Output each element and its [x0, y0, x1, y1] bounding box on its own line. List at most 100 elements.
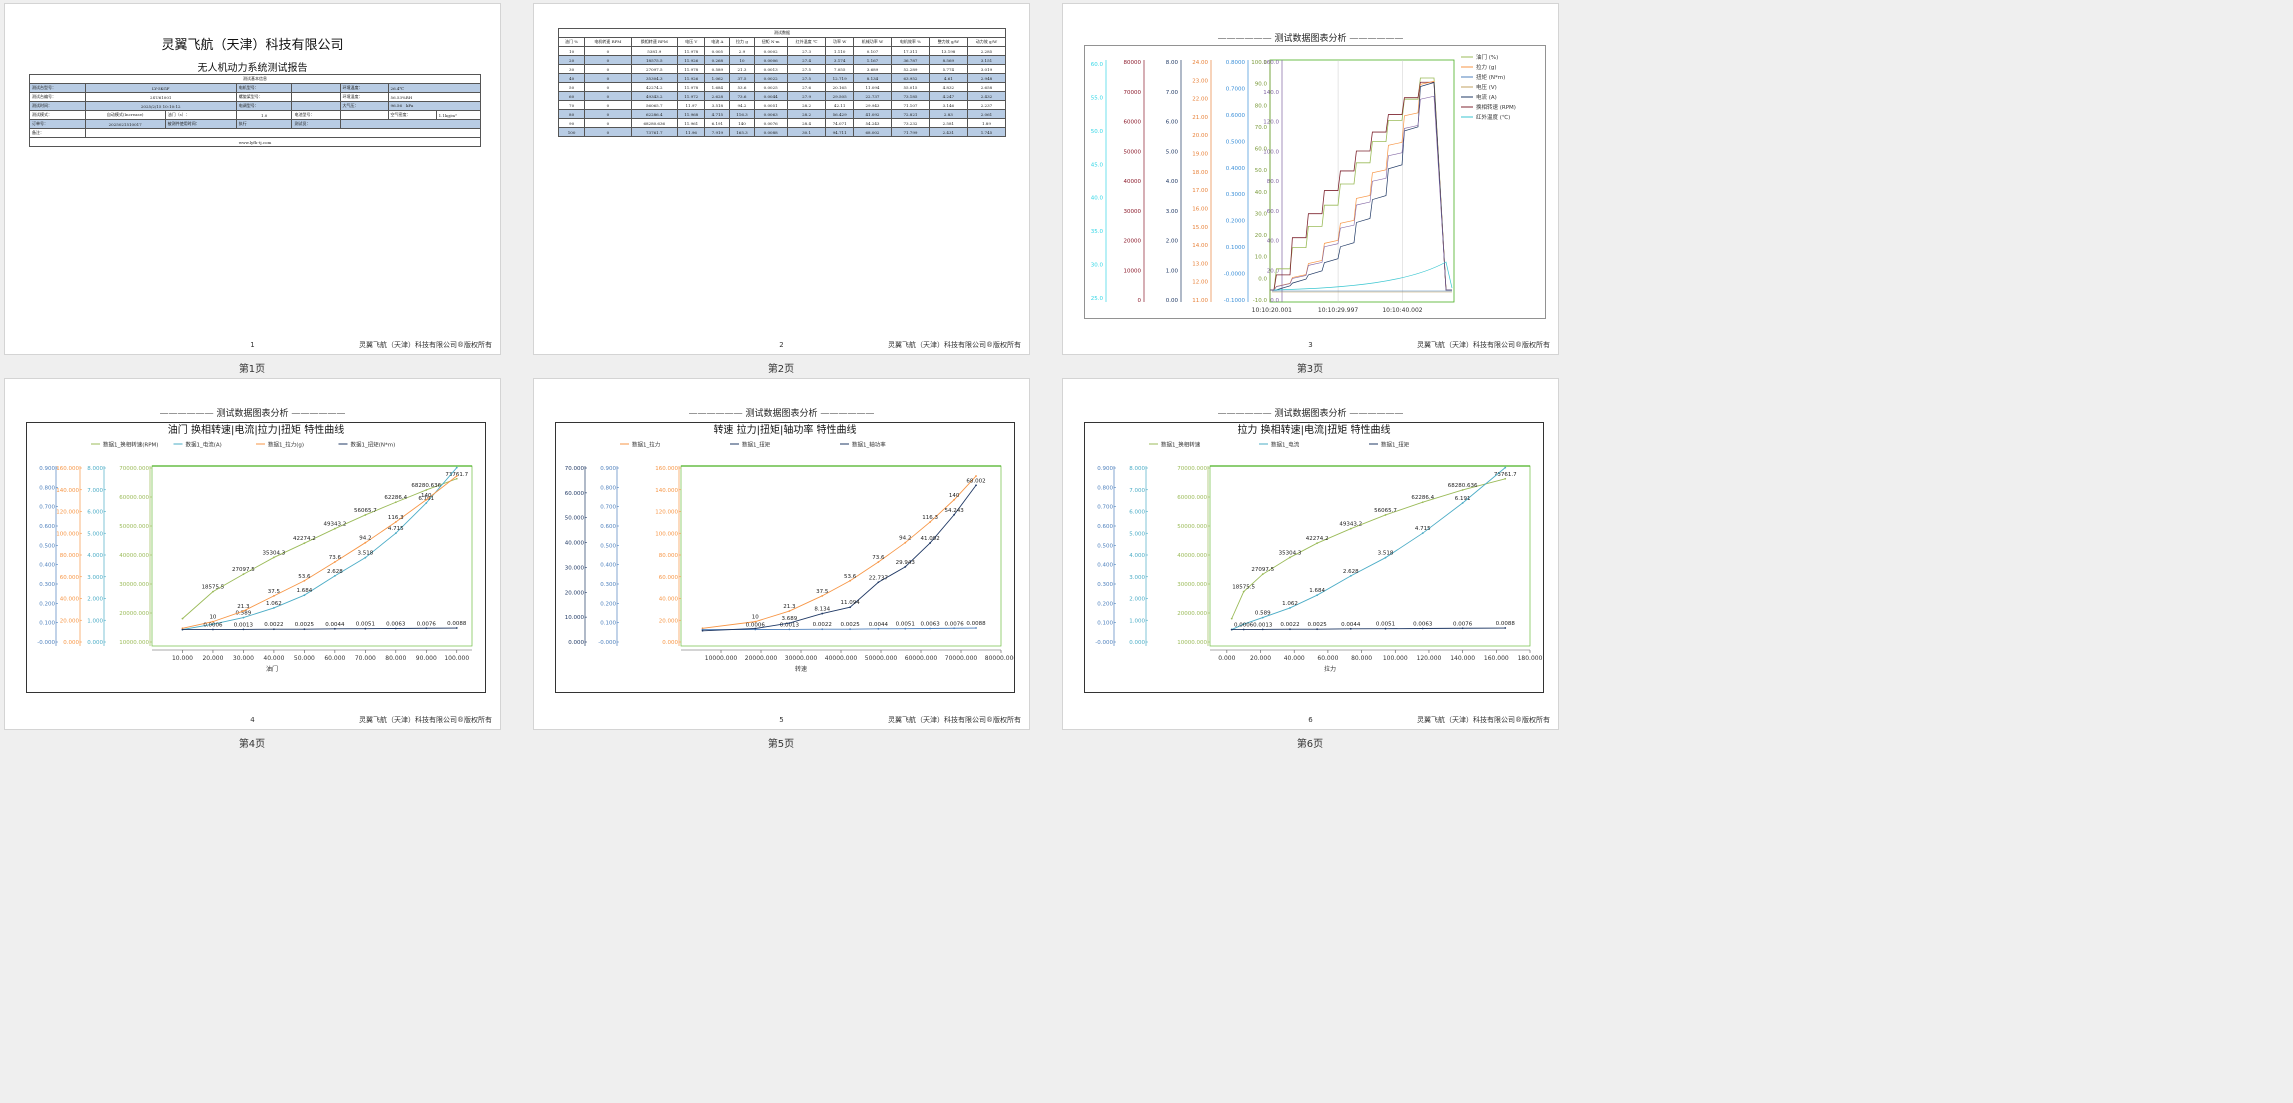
- data-point: [1289, 628, 1291, 631]
- page-label[interactable]: 第1页: [238, 364, 266, 375]
- website[interactable]: www.lyfh-tj.com: [29, 137, 481, 147]
- page-5[interactable]: —————— 测试数据图表分析 —————— 转速 拉力|扭矩|轴功率 特性曲线…: [533, 378, 1030, 730]
- legend-label: 数据1_拉力(g): [268, 441, 304, 449]
- series-line: [702, 627, 977, 631]
- y-tick-label: 70.0: [1255, 125, 1268, 131]
- table-cell: 22.737: [852, 91, 893, 101]
- y-tick-label: 2.000: [1129, 597, 1145, 603]
- table-cell: 29.943: [852, 100, 893, 110]
- table-cell: 70: [557, 100, 586, 110]
- y-tick-label: 30.000: [565, 565, 585, 571]
- y-tick-label: 50000.000: [1177, 524, 1207, 530]
- y-tick-label: 0.700: [1097, 505, 1113, 511]
- data-label: 3.689: [782, 616, 798, 622]
- chart-header: —————— 测试数据图表分析 ——————: [159, 409, 346, 419]
- table-cell: 27.5: [786, 73, 827, 83]
- data-label: 11.094: [840, 600, 860, 606]
- chart-header: —————— 测试数据图表分析 ——————: [688, 409, 875, 419]
- y-tick-label: 20000.000: [1177, 611, 1207, 617]
- y-tick-label: 7.00: [1166, 90, 1179, 96]
- table-cell: 56065.7: [630, 100, 678, 110]
- data-point: [1289, 607, 1291, 609]
- data-point: [821, 612, 824, 615]
- y-tick-label: 0.900: [1097, 466, 1113, 472]
- page-label[interactable]: 第5页: [767, 739, 795, 750]
- table-cell: 7.919: [704, 127, 731, 137]
- data-point: [1461, 489, 1464, 491]
- y-tick-label: 55.0: [1091, 95, 1104, 101]
- page-label[interactable]: 第3页: [1296, 364, 1324, 375]
- page-4[interactable]: —————— 测试数据图表分析 —————— 油门 换相转速|电流|拉力|扭矩 …: [4, 378, 501, 730]
- table-row: 100 0 73761.7 11.96 7.919 165.3 0.0088 30.1 94.7…: [557, 127, 1007, 137]
- legend-label: 数据1_换相转速: [1161, 441, 1201, 449]
- data-point: [455, 627, 458, 629]
- y-tick-label: 0.100: [1097, 621, 1113, 627]
- page-label[interactable]: 第2页: [767, 364, 795, 375]
- cell: 自动模式(Increase): [84, 110, 166, 120]
- data-point: [212, 628, 214, 631]
- table-cell: 71.799: [891, 127, 930, 137]
- page-6[interactable]: —————— 测试数据图表分析 —————— 拉力 换相转速|电流|扭矩 特性曲…: [1062, 378, 1559, 730]
- y-tick-label: 0.300: [1097, 582, 1113, 588]
- basic-info-table: 测试基本信息 测试台型号： LY-5KGF 电机型号： 环境温度： 26.4℃ …: [29, 74, 482, 147]
- table-cell: 1.745: [966, 127, 1007, 137]
- y-tick-label: 120.000: [56, 510, 79, 516]
- data-point: [425, 502, 428, 504]
- y-tick-label: 4.000: [87, 553, 103, 559]
- page-label[interactable]: 第6页: [1296, 739, 1324, 750]
- table-row: 60 0 49343.2 11.972 2.628 73.6 0.0044 27.9 29.50…: [557, 91, 1007, 101]
- data-point: [1421, 501, 1424, 504]
- table-cell: 50: [557, 82, 586, 92]
- legend-label: 扭矩 (N*m): [1476, 73, 1505, 81]
- table-cell: 11.094: [852, 82, 893, 92]
- cell: 被测件使用时间：: [164, 119, 237, 129]
- table-cell: 0.0051: [753, 100, 788, 110]
- x-tick-label: 140.000: [1450, 655, 1475, 662]
- page-1[interactable]: 灵翼飞航（天津）科技有限公司 无人机动力系统测试报告 测试基本信息 测试台型号：…: [4, 3, 501, 355]
- table-cell: 18575.5: [630, 55, 678, 65]
- y-tick-label: 5.00: [1166, 149, 1179, 155]
- y-tick-label: 10000.000: [119, 640, 149, 646]
- page-3[interactable]: —————— 测试数据图表分析 —————— 60.0 55.0 50.0 45.0 4…: [1062, 3, 1559, 355]
- data-point: [425, 498, 428, 501]
- cell: 电池型号：: [291, 110, 341, 120]
- data-label: 0.0088: [1496, 621, 1516, 627]
- table-cell: 11.978: [676, 82, 706, 92]
- table-cell: 2.9: [729, 46, 755, 56]
- data-point: [953, 498, 956, 501]
- table-cell: 21.3: [729, 64, 755, 74]
- cell: [291, 92, 341, 102]
- report-title: 无人机动力系统测试报告: [197, 63, 308, 74]
- y-tick-label: 4.000: [1129, 553, 1145, 559]
- y-tick-label: 5.000: [87, 531, 103, 537]
- table-cell: 74.071: [825, 118, 854, 128]
- page-label[interactable]: 第4页: [238, 739, 266, 750]
- y-tick-label: 100.000: [655, 531, 678, 537]
- x-axis-label: 转速: [795, 665, 807, 673]
- table-header-row: 油门 % 电机转速 RPM 换相转速 RPM 电压 V 电流 A 拉力 g 扭矩 N·m 红外…: [557, 37, 1007, 47]
- cell: [339, 110, 389, 120]
- data-label: 0.0063: [1413, 621, 1433, 627]
- table-cell: 0.0002: [753, 46, 788, 56]
- y-tick-label: 3.000: [1129, 575, 1145, 581]
- data-point: [754, 627, 757, 630]
- data-label: 94.2: [899, 536, 911, 542]
- x-tick-label: 80.000: [385, 655, 406, 662]
- x-tick-label: 40.000: [1284, 655, 1305, 662]
- table-cell: 11.968: [676, 109, 706, 119]
- y-tick-label: 0.300: [600, 582, 616, 588]
- data-point: [877, 627, 880, 630]
- y-tick-label: 140.000: [655, 488, 678, 494]
- table-cell: 28.4: [786, 118, 827, 128]
- data-point: [425, 627, 428, 630]
- data-point: [953, 627, 956, 630]
- table-cell: 3.518: [704, 100, 731, 110]
- data-label: 49343.2: [1339, 522, 1362, 528]
- y-tick-label: 0.4000: [1226, 166, 1246, 172]
- y-tick-label: 0.700: [600, 505, 616, 511]
- table-cell: 72.821: [891, 109, 930, 119]
- table-cell: 2.061: [966, 109, 1007, 119]
- table-cell: 0.268: [704, 55, 731, 65]
- table-cell: 1.684: [704, 82, 731, 92]
- page-2[interactable]: 测试数据 油门 % 电机转速 RPM 换相转速 RPM 电压 V 电流 A 拉力 g 扭矩 …: [533, 3, 1030, 355]
